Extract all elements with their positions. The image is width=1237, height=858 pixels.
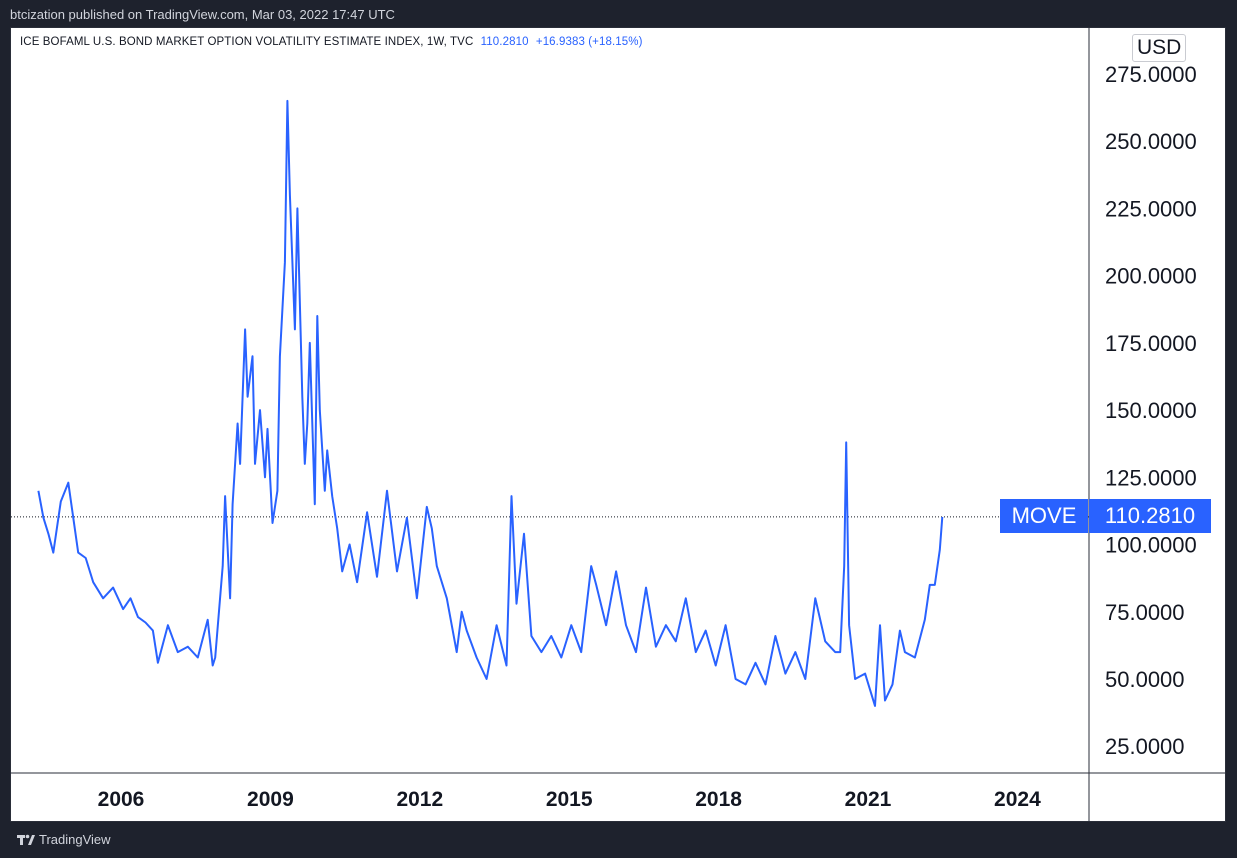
x-tick-label: 2015: [546, 788, 593, 811]
currency-button[interactable]: USD: [1132, 34, 1187, 62]
x-tick-label: 2012: [396, 788, 443, 811]
y-tick-label: 250.0000: [1105, 129, 1197, 154]
y-tick-label: 50.0000: [1105, 667, 1185, 692]
y-tick-label: 75.0000: [1105, 600, 1185, 625]
legend-value: 110.2810: [480, 36, 529, 48]
x-tick-label: 2018: [695, 788, 742, 811]
x-tick-label: 2009: [247, 788, 294, 811]
y-tick-label: 275.0000: [1105, 62, 1197, 87]
legend-change: +16.9383 (+18.15%): [535, 36, 643, 48]
published-caption: btcization published on TradingView.com,…: [10, 7, 395, 22]
y-tick-label: 225.0000: [1105, 196, 1197, 221]
price-chart[interactable]: 25.0000 50.0000 75.0000 100.0000 125.0000 150…: [11, 28, 1225, 821]
tradingview-logo-icon: [17, 834, 35, 845]
y-tick-label: 150.0000: [1105, 398, 1197, 423]
y-tick-label: 25.0000: [1105, 734, 1185, 759]
x-tick-label: 2024: [994, 788, 1041, 811]
x-tick-label: 2021: [845, 788, 892, 811]
y-tick-label: 125.0000: [1105, 465, 1197, 490]
chart-pane[interactable]: 25.0000 50.0000 75.0000 100.0000 125.0000 150…: [10, 27, 1226, 822]
series-line-move: [37, 99, 944, 707]
y-tick-label: 100.0000: [1105, 533, 1197, 558]
last-price-badge: 110.2810: [1089, 499, 1211, 533]
y-tick-label: 175.0000: [1105, 331, 1197, 356]
symbol-badge: MOVE: [1000, 499, 1088, 533]
chart-legend[interactable]: ICE BOFAML U.S. BOND MARKET OPTION VOLAT…: [20, 36, 643, 48]
y-tick-label: 200.0000: [1105, 264, 1197, 289]
footer-brand[interactable]: TradingView: [17, 832, 111, 847]
x-tick-label: 2006: [98, 788, 145, 811]
legend-symbol: ICE BOFAML U.S. BOND MARKET OPTION VOLAT…: [20, 36, 474, 48]
footer-brand-label: TradingView: [39, 832, 111, 847]
